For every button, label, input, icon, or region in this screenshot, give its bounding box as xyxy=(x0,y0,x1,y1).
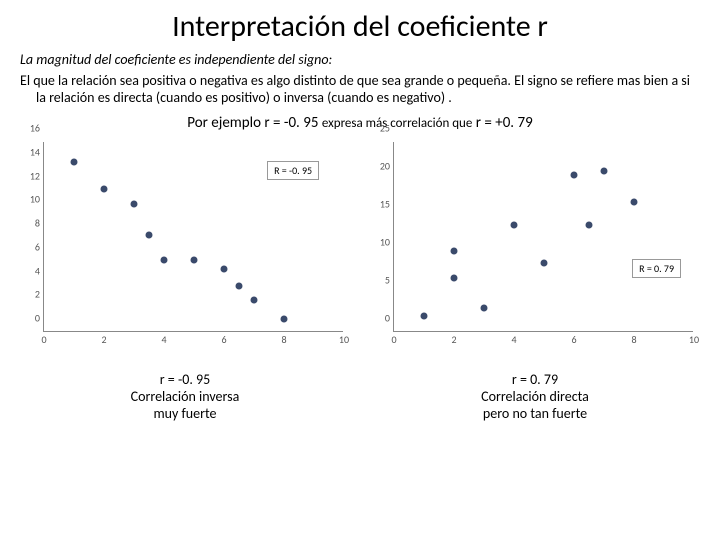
y-tick: 8 xyxy=(35,217,44,230)
caption-l3: muy fuerte xyxy=(15,406,355,423)
y-tick: 25 xyxy=(380,122,394,135)
x-tick: 0 xyxy=(391,331,396,346)
caption-l1: r = 0. 79 xyxy=(365,372,705,389)
plot-area: 05101520250246810R = 0. 79 xyxy=(393,142,693,332)
chart-right-caption: r = 0. 79 Correlación directa pero no ta… xyxy=(365,358,705,422)
y-tick: 15 xyxy=(380,198,394,211)
data-point xyxy=(451,248,458,255)
data-point xyxy=(481,305,488,312)
data-point xyxy=(511,221,518,228)
chart-right-area: 05101520250246810R = 0. 79 xyxy=(365,138,705,358)
example-prefix: Por ejemplo r = -0. 95 xyxy=(187,114,322,132)
example-mid: expresa más correlación que xyxy=(322,116,473,131)
caption-l2: Correlación inversa xyxy=(15,389,355,406)
data-point xyxy=(571,172,578,179)
data-point xyxy=(586,221,593,228)
data-point xyxy=(131,200,138,207)
x-tick: 2 xyxy=(101,331,106,346)
caption-l1: r = -0. 95 xyxy=(15,372,355,389)
x-tick: 4 xyxy=(161,331,166,346)
data-point xyxy=(601,168,608,175)
x-tick: 4 xyxy=(511,331,516,346)
data-point xyxy=(161,256,168,263)
y-tick: 0 xyxy=(385,312,394,325)
chart-left-area: 02468101214160246810R = -0. 95 xyxy=(15,138,355,358)
y-tick: 16 xyxy=(30,122,44,135)
data-point xyxy=(421,312,428,319)
page-title: Interpretación del coeficiente r xyxy=(0,0,720,51)
x-tick: 6 xyxy=(221,331,226,346)
data-point xyxy=(281,316,288,323)
y-tick: 20 xyxy=(380,160,394,173)
x-tick: 6 xyxy=(571,331,576,346)
y-tick: 0 xyxy=(35,312,44,325)
data-point xyxy=(71,159,78,166)
x-tick: 2 xyxy=(451,331,456,346)
y-tick: 6 xyxy=(35,240,44,253)
intro-body: El que la relación sea positiva o negati… xyxy=(0,72,720,106)
y-tick: 12 xyxy=(30,169,44,182)
intro-italic: La magnitud del coeficiente es independi… xyxy=(0,51,720,72)
legend: R = -0. 95 xyxy=(267,161,319,180)
data-point xyxy=(541,259,548,266)
x-tick: 8 xyxy=(281,331,286,346)
chart-left: 02468101214160246810R = -0. 95 r = -0. 9… xyxy=(15,138,355,422)
legend: R = 0. 79 xyxy=(632,259,681,278)
chart-left-caption: r = -0. 95 Correlación inversa muy fuert… xyxy=(15,358,355,422)
data-point xyxy=(251,297,258,304)
data-point xyxy=(101,185,108,192)
x-tick: 8 xyxy=(631,331,636,346)
plot-area: 02468101214160246810R = -0. 95 xyxy=(43,142,343,332)
data-point xyxy=(451,274,458,281)
example-line: Por ejemplo r = -0. 95 expresa más corre… xyxy=(0,106,720,138)
data-point xyxy=(146,231,153,238)
chart-right: 05101520250246810R = 0. 79 r = 0. 79 Cor… xyxy=(365,138,705,422)
y-tick: 10 xyxy=(380,236,394,249)
x-tick: 10 xyxy=(689,331,699,346)
y-tick: 5 xyxy=(385,274,394,287)
x-tick: 0 xyxy=(41,331,46,346)
data-point xyxy=(236,282,243,289)
y-tick: 4 xyxy=(35,264,44,277)
data-point xyxy=(221,266,228,273)
y-tick: 10 xyxy=(30,193,44,206)
data-point xyxy=(191,256,198,263)
y-tick: 2 xyxy=(35,288,44,301)
data-point xyxy=(631,198,638,205)
x-tick: 10 xyxy=(339,331,349,346)
caption-l2: Correlación directa xyxy=(365,389,705,406)
charts-row: 02468101214160246810R = -0. 95 r = -0. 9… xyxy=(0,138,720,422)
example-suffix: r = +0. 79 xyxy=(476,114,533,132)
caption-l3: pero no tan fuerte xyxy=(365,406,705,423)
y-tick: 14 xyxy=(30,145,44,158)
